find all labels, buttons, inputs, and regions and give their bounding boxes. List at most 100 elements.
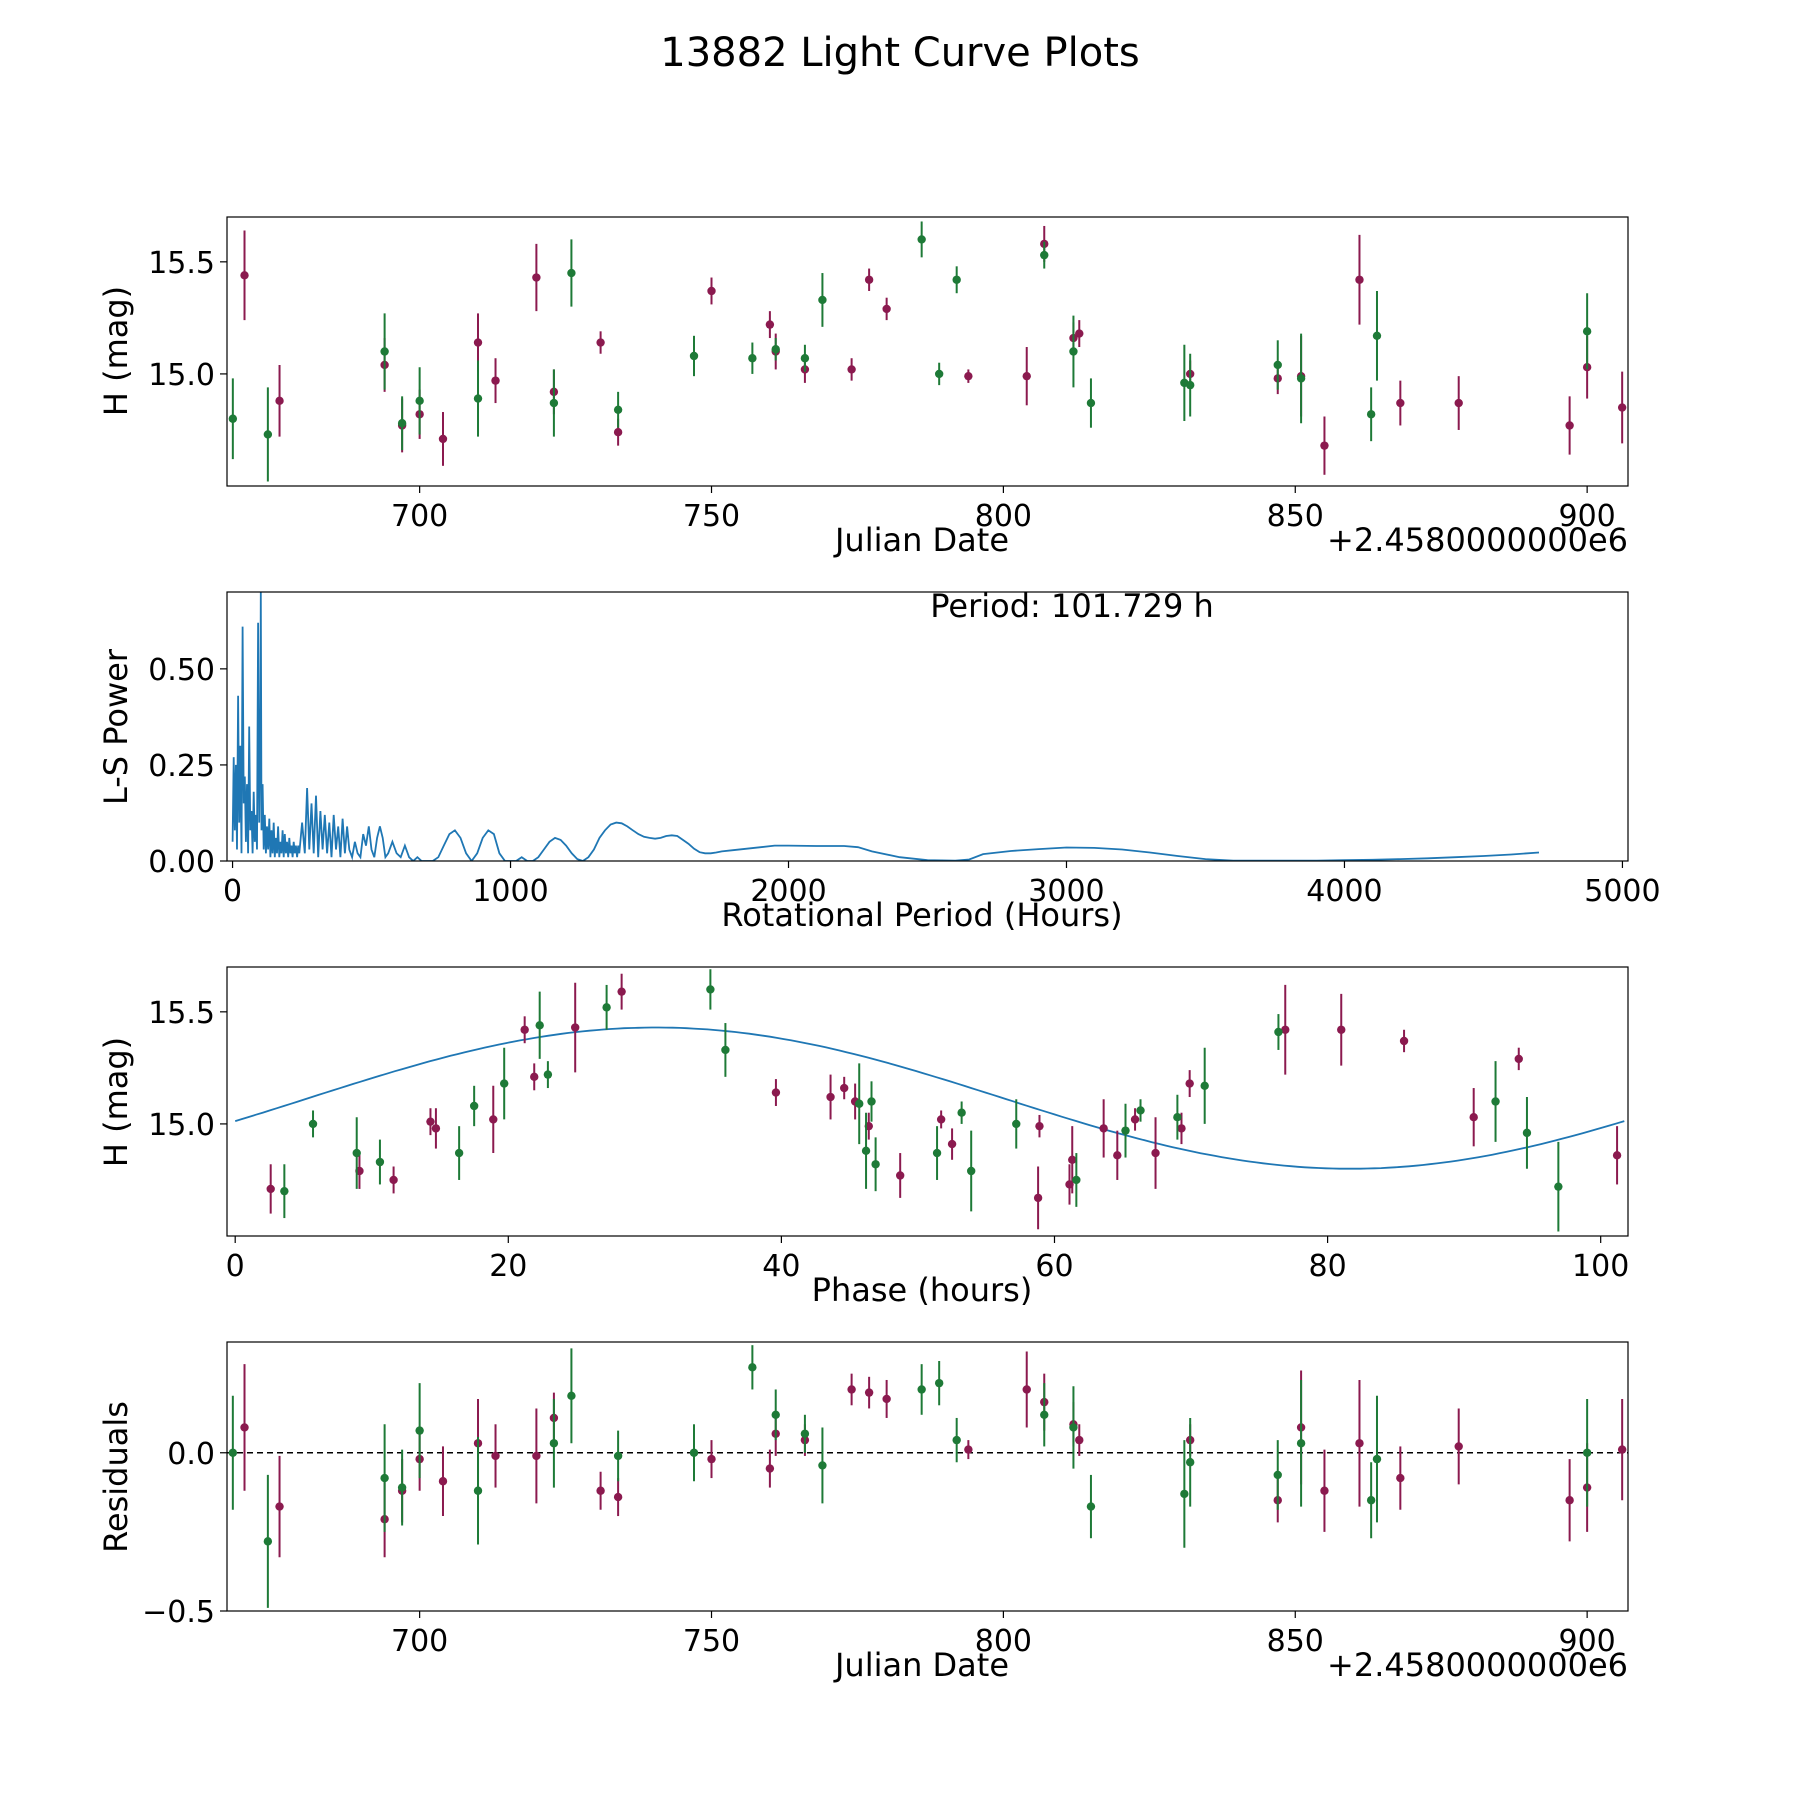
phase-red-point [1099, 1124, 1108, 1133]
phase-green-point [1554, 1182, 1563, 1191]
resid-green-point [818, 1461, 827, 1470]
ls-plot-area [231, 592, 1540, 861]
ls-xtick-label: 1000 [472, 874, 548, 909]
residuals-ylabel: Residuals [97, 1401, 135, 1553]
resid-red-point [1355, 1439, 1364, 1448]
lc-xtick-label: 750 [683, 499, 740, 534]
phase-ytick-label: 15.0 [148, 1108, 215, 1143]
resid-green-point [1296, 1439, 1306, 1448]
lc-xtick-label: 800 [975, 499, 1032, 534]
phase-red-point [1337, 1025, 1346, 1034]
figure-title: 13882 Light Curve Plots [660, 30, 1139, 76]
lc-red-point [473, 338, 483, 347]
phase-green-point [1173, 1112, 1182, 1122]
phase-xtick-label: 100 [1572, 1249, 1629, 1284]
lc-green-point [1366, 410, 1376, 419]
lc-red-point [1396, 398, 1405, 408]
ls-xtick-label: 0 [223, 874, 242, 909]
resid-green-point [1366, 1496, 1376, 1505]
resid-red-point [964, 1445, 973, 1454]
lc-green-point [818, 295, 827, 305]
lc-green-point [748, 354, 757, 363]
resid-green-point [1185, 1458, 1195, 1467]
resid-green-point [473, 1486, 483, 1495]
resid-red-point [1075, 1435, 1084, 1445]
resid-xtick-label: 900 [1559, 1624, 1616, 1659]
phase-fit-curve [234, 1026, 1625, 1170]
resid-red-point [491, 1451, 500, 1461]
resid-red-point [882, 1394, 891, 1404]
phase-green-point [867, 1097, 876, 1106]
phase-red-point [1281, 1025, 1290, 1034]
resid-xtick-label: 800 [975, 1624, 1032, 1659]
resid-plot-group: 700 750 800 850 900 −0.5 0.0 [142, 1341, 1629, 1659]
phase-red-point [1068, 1155, 1077, 1164]
lc-green-point [228, 414, 238, 423]
residuals-panel: Julian Date +2.4580000000e6 Residuals [97, 1401, 1628, 1684]
lc-red-point [532, 273, 541, 282]
lc-green-point [917, 235, 926, 244]
resid-green-point [934, 1378, 944, 1388]
phase-red-point [571, 1023, 580, 1032]
phase-red-point [771, 1088, 781, 1097]
ls-ytick-label: 0.00 [148, 845, 215, 880]
phase-green-point [861, 1146, 871, 1156]
lc-green-point [952, 275, 961, 284]
resid-red-point [1320, 1486, 1329, 1495]
phase-green-point [855, 1099, 864, 1108]
phase-green-point [1136, 1106, 1145, 1115]
phase-green-point [352, 1148, 361, 1158]
ls-xtick-label: 3000 [1028, 874, 1104, 909]
lc-red-point [438, 434, 448, 444]
resid-green-point [567, 1391, 576, 1401]
phase-red-point [1612, 1151, 1622, 1160]
phase-plot-group: 0 20 40 60 80 100 15.0 15.5 [148, 966, 1629, 1284]
lc-red-point [707, 286, 716, 296]
phase-green-point [543, 1070, 553, 1079]
resid-green-point [549, 1439, 559, 1448]
ls-ytick-label: 0.50 [148, 653, 215, 688]
lc-green-point [263, 430, 273, 439]
resid-red-point [765, 1464, 775, 1473]
lc-red-point [964, 371, 973, 381]
lc-red-point [1320, 441, 1329, 450]
residuals-xlabel: Julian Date [833, 1646, 1009, 1684]
phase-plot-area [234, 969, 1625, 1232]
phase-ylabel: H (mag) [97, 1037, 135, 1167]
lc-green-point [1582, 327, 1592, 336]
phase-red-point [489, 1115, 498, 1124]
lc-red-point [847, 365, 856, 374]
phase-green-point [454, 1148, 464, 1158]
phase-green-point [308, 1119, 318, 1129]
phase-green-point [721, 1045, 730, 1055]
resid-green-point [613, 1451, 623, 1461]
resid-red-point [1396, 1473, 1405, 1483]
lc-red-point [765, 320, 775, 329]
phase-green-point [871, 1160, 880, 1169]
phase-red-point [617, 987, 626, 996]
phase-red-point [266, 1184, 275, 1194]
phase-red-point [1035, 1121, 1044, 1131]
lc-green-point [473, 394, 483, 403]
resid-red-point [1454, 1442, 1463, 1451]
lc-red-point [1565, 421, 1574, 430]
ls-plot-group: 0 1000 2000 3000 4000 5000 0.00 0.25 0.50 [148, 591, 1661, 909]
phase-green-point [1200, 1081, 1209, 1091]
ls-xtick-label: 2000 [750, 874, 826, 909]
phase-xtick-label: 0 [226, 1249, 245, 1284]
phase-green-point [1274, 1027, 1283, 1037]
resid-ytick-label: −0.5 [142, 1595, 215, 1630]
resid-red-point [1022, 1385, 1031, 1394]
phase-green-point [706, 985, 715, 994]
resid-green-point [1273, 1470, 1282, 1480]
lc-xtick-label: 700 [391, 499, 448, 534]
phase-green-point [932, 1148, 942, 1158]
residuals-offset-label: +2.4580000000e6 [1327, 1646, 1628, 1684]
ls-xtick-label: 5000 [1584, 874, 1660, 909]
resid-green-point [1069, 1423, 1078, 1432]
phase-red-point [1514, 1054, 1523, 1064]
resid-green-point [1180, 1489, 1189, 1499]
lc-red-point [1355, 275, 1364, 284]
resid-green-point [263, 1537, 273, 1546]
